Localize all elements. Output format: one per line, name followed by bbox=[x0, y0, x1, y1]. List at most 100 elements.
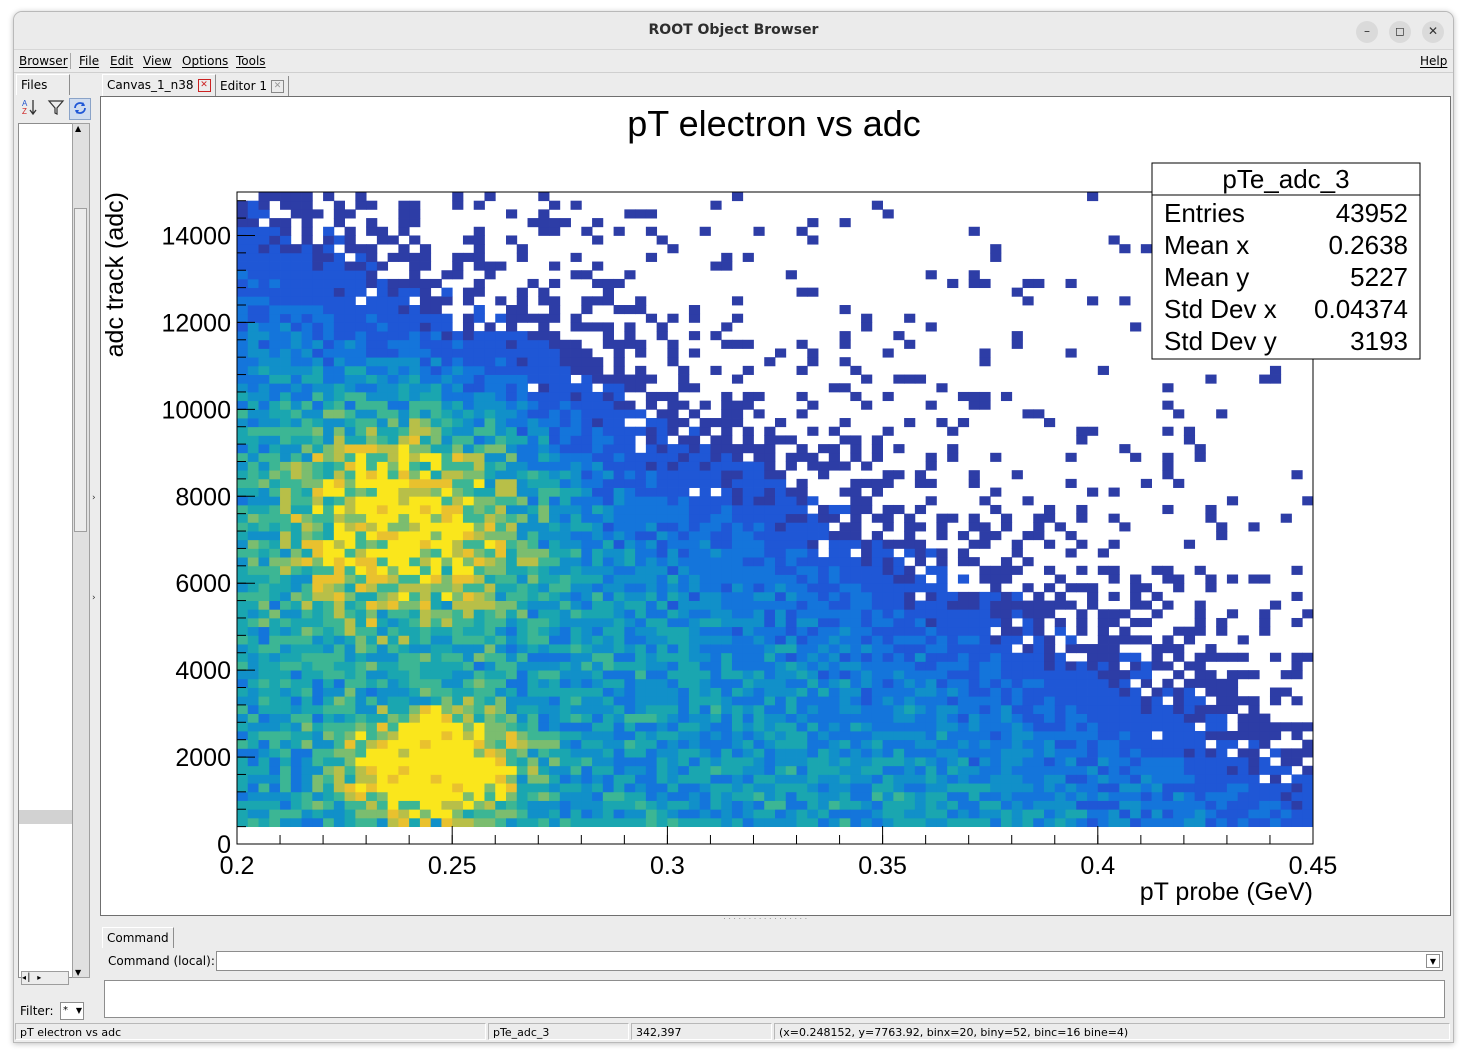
heatmap-cell bbox=[796, 591, 808, 601]
tab-files[interactable]: Files bbox=[16, 74, 70, 95]
heatmap-cell bbox=[753, 635, 765, 645]
heatmap-cell bbox=[1162, 678, 1174, 688]
heatmap-cell bbox=[968, 617, 980, 628]
heatmap-cell bbox=[376, 713, 389, 723]
heatmap-cell bbox=[269, 383, 281, 393]
close-tab-icon[interactable]: ✕ bbox=[270, 80, 284, 93]
heatmap-cell bbox=[828, 696, 840, 706]
heatmap-cell bbox=[807, 496, 819, 506]
command-output[interactable] bbox=[104, 980, 1445, 1018]
canvas-tab-bar: Canvas_1_n38 ✕ Editor 1 ✕ bbox=[100, 73, 1450, 97]
heatmap-cell bbox=[753, 513, 765, 523]
heatmap-cell bbox=[678, 704, 690, 714]
heatmap-cell bbox=[688, 539, 701, 549]
heatmap-cell bbox=[419, 470, 432, 480]
heatmap-cell bbox=[678, 652, 690, 662]
heatmap-cell bbox=[592, 800, 604, 810]
heatmap-cell bbox=[796, 713, 808, 723]
filter-icon[interactable] bbox=[46, 98, 66, 118]
heatmap-cell bbox=[237, 687, 249, 697]
heatmap-cell bbox=[484, 522, 496, 532]
heatmap-cell bbox=[1054, 730, 1066, 741]
file-tree-list[interactable]: ◂ ▏ ▸ bbox=[18, 123, 74, 985]
heatmap-cell bbox=[613, 704, 625, 714]
heatmap-cell bbox=[237, 374, 249, 384]
heatmap-cell bbox=[290, 644, 302, 654]
heatmap-cell bbox=[333, 687, 345, 697]
heatmap-cell bbox=[635, 504, 647, 515]
heatmap-cell bbox=[1162, 400, 1174, 410]
command-input[interactable]: ▼ bbox=[216, 951, 1443, 971]
heatmap-cell bbox=[882, 800, 894, 810]
heatmap-cell bbox=[269, 391, 281, 402]
heatmap-cell bbox=[624, 670, 636, 680]
scroll-up-icon[interactable]: ▲ bbox=[75, 124, 82, 133]
heatmap-cell bbox=[1044, 513, 1056, 523]
heatmap-cell bbox=[936, 635, 948, 645]
root-canvas[interactable]: 0.2 0.25 0.3 0.35 0.4 0.45 0 2000 4000 6000 8000 10… bbox=[100, 96, 1451, 916]
sort-icon[interactable]: A Z bbox=[20, 98, 40, 118]
menu-edit[interactable]: Edit bbox=[110, 54, 134, 68]
minimize-button[interactable]: – bbox=[1356, 21, 1378, 43]
heatmap-cell bbox=[527, 348, 539, 358]
vertical-scrollbar[interactable]: ▲ ▼ bbox=[72, 123, 90, 978]
heatmap-cell bbox=[645, 722, 658, 732]
menu-browser[interactable]: Browser bbox=[19, 54, 68, 68]
histogram-plot[interactable]: 0.2 0.25 0.3 0.35 0.4 0.450200040006000800010… bbox=[101, 97, 1450, 915]
heatmap-cell bbox=[538, 452, 550, 462]
menu-file[interactable]: File bbox=[79, 54, 100, 68]
heatmap-cell bbox=[280, 513, 292, 523]
heatmap-cell bbox=[785, 678, 797, 688]
heatmap-cell bbox=[409, 496, 421, 506]
close-tab-icon[interactable]: ✕ bbox=[197, 79, 211, 92]
filter-combo[interactable]: * ▼ bbox=[60, 1002, 84, 1020]
menu-tools[interactable]: Tools bbox=[236, 54, 266, 68]
heatmap-cell bbox=[688, 774, 701, 784]
heatmap-cell bbox=[549, 609, 561, 619]
menu-options[interactable]: Options bbox=[182, 54, 229, 68]
heatmap-cell bbox=[1162, 730, 1174, 741]
heatmap-cell bbox=[1044, 696, 1056, 706]
heatmap-cell bbox=[430, 722, 442, 732]
heatmap-cell bbox=[828, 800, 840, 810]
heatmap-cell bbox=[581, 452, 593, 462]
scroll-thumb[interactable] bbox=[74, 208, 87, 532]
menu-help[interactable]: Help bbox=[1420, 54, 1448, 68]
chevron-down-icon[interactable]: ▼ bbox=[1426, 954, 1440, 968]
scroll-down-icon[interactable]: ▼ bbox=[75, 968, 82, 977]
heatmap-cell bbox=[570, 426, 582, 436]
heatmap-cell bbox=[581, 609, 593, 619]
heatmap-cell bbox=[828, 583, 840, 593]
vertical-splitter[interactable]: › › bbox=[92, 73, 98, 923]
heatmap-cell bbox=[280, 313, 292, 323]
horizontal-scrollbar[interactable]: ◂ ▏ ▸ bbox=[21, 971, 69, 985]
status-object-name: pTe_adc_3 bbox=[488, 1023, 629, 1040]
heatmap-cell bbox=[645, 522, 658, 532]
refresh-icon[interactable] bbox=[69, 98, 91, 120]
heatmap-cell bbox=[1097, 722, 1109, 732]
close-button[interactable]: ✕ bbox=[1422, 21, 1444, 43]
tab-canvas[interactable]: Canvas_1_n38 ✕ bbox=[102, 74, 216, 97]
menu-view[interactable]: View bbox=[143, 54, 172, 68]
heatmap-cell bbox=[333, 817, 345, 828]
heatmap-cell bbox=[581, 409, 593, 419]
heatmap-cell bbox=[323, 287, 335, 297]
heatmap-cell bbox=[506, 757, 518, 767]
heatmap-cell bbox=[441, 765, 453, 775]
heatmap-cell bbox=[387, 287, 399, 297]
maximize-button[interactable]: ◻ bbox=[1389, 21, 1411, 43]
heatmap-cell bbox=[301, 209, 313, 219]
heatmap-cell bbox=[559, 817, 571, 828]
heatmap-cell bbox=[871, 635, 883, 645]
heatmap-cell bbox=[1087, 791, 1099, 801]
file-tree-selected-row[interactable] bbox=[19, 810, 73, 824]
heatmap-cell bbox=[462, 496, 475, 506]
heatmap-cell bbox=[581, 470, 593, 480]
tab-command[interactable]: Command bbox=[102, 927, 174, 948]
tab-editor[interactable]: Editor 1 ✕ bbox=[216, 76, 289, 96]
heatmap-cell bbox=[656, 331, 668, 341]
heatmap-cell bbox=[1130, 583, 1142, 593]
heatmap-cell bbox=[1119, 244, 1131, 254]
heatmap-cell bbox=[387, 418, 399, 428]
